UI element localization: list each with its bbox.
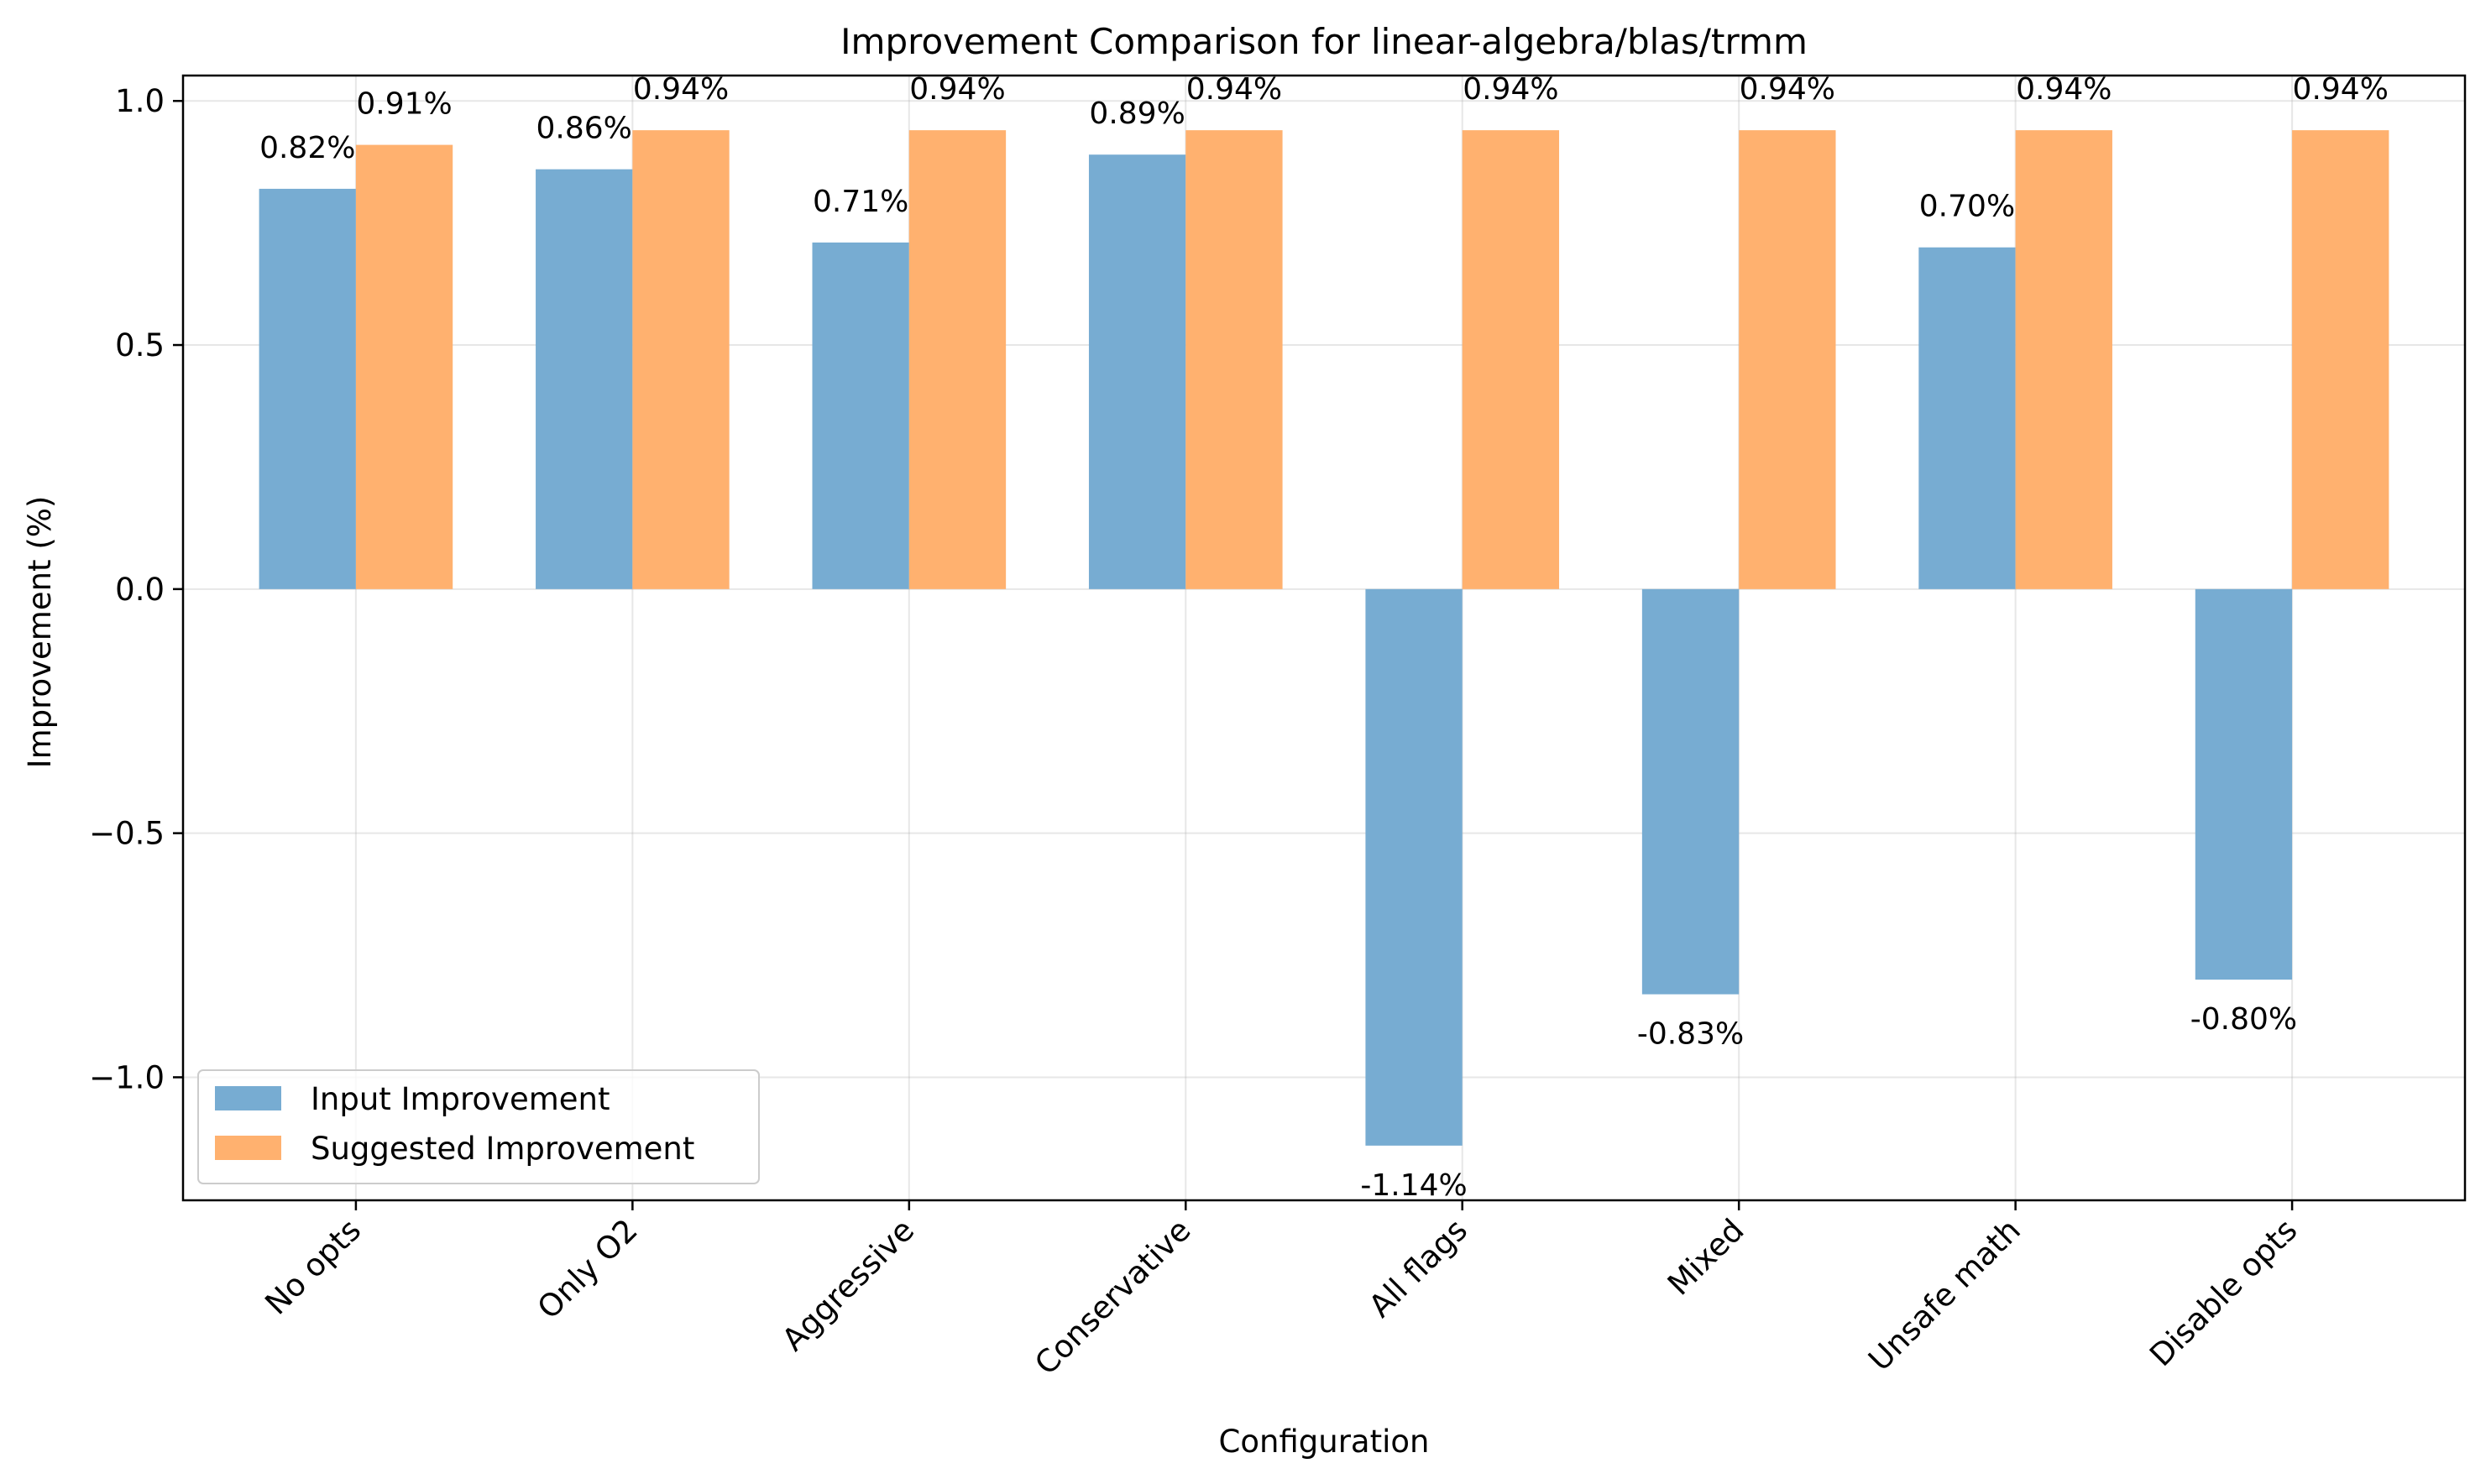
y-axis-title: Improvement (%) — [22, 496, 58, 769]
suggested-bar-label: 0.94% — [2016, 72, 2112, 107]
input-bar-label: 0.70% — [1919, 190, 2015, 224]
bar-value-labels: 0.82% 0.86% 0.71% 0.89% -1.14% -0.83% 0.70% -0.… — [259, 72, 2389, 1203]
input-bar-label: -0.80% — [2190, 1002, 2297, 1037]
suggested-bar — [1739, 130, 1836, 589]
y-tick-label: 0.0 — [115, 572, 165, 608]
y-tick-label: 1.0 — [115, 83, 165, 119]
legend: Input Improvement Suggested Improvement — [197, 1069, 760, 1184]
plot-frame — [181, 74, 2467, 1202]
input-bar — [812, 242, 909, 589]
input-bar — [1918, 247, 2016, 589]
suggested-bar — [1185, 130, 1283, 589]
suggested-bar-label: 0.94% — [909, 72, 1005, 107]
input-bar — [259, 188, 356, 589]
input-bar — [1088, 154, 1186, 589]
suggested-bar-label: 0.94% — [633, 72, 729, 107]
suggested-bar — [355, 144, 453, 589]
input-bar — [1365, 588, 1463, 1146]
input-bar — [2195, 588, 2293, 980]
input-bar-label: 0.82% — [259, 131, 355, 165]
chart-title: Improvement Comparison for linear-algebr… — [840, 21, 1808, 62]
input-bar — [1641, 588, 1740, 995]
input-bar-label: 0.89% — [1089, 97, 1185, 131]
suggested-bar — [908, 130, 1007, 589]
suggested-bar — [632, 130, 730, 589]
input-bar-label: -1.14% — [1360, 1168, 1467, 1203]
legend-swatch-suggested — [215, 1136, 281, 1160]
suggested-bar — [2292, 130, 2389, 589]
suggested-bar-label: 0.94% — [2293, 72, 2389, 107]
legend-label-suggested: Suggested Improvement — [311, 1131, 694, 1167]
legend-swatch-input — [215, 1086, 281, 1110]
y-tick-label: 0.5 — [115, 327, 165, 363]
suggested-bar — [2015, 130, 2112, 589]
suggested-bar-label: 0.94% — [1740, 72, 1835, 107]
bars — [259, 130, 2389, 1146]
input-bar-label: -0.83% — [1637, 1017, 1744, 1052]
y-tick-label: −1.0 — [89, 1059, 165, 1095]
suggested-bar-label: 0.91% — [356, 87, 452, 122]
legend-box — [197, 1069, 760, 1184]
suggested-bar-label: 0.94% — [1186, 72, 1282, 107]
suggested-bar — [1462, 130, 1560, 589]
input-bar-label: 0.86% — [536, 112, 632, 146]
input-bar — [536, 169, 633, 589]
suggested-bar-label: 0.94% — [1463, 72, 1558, 107]
input-bar-label: 0.71% — [813, 185, 908, 219]
x-axis-title: Configuration — [1219, 1424, 1430, 1460]
y-tick-label: −0.5 — [89, 816, 165, 852]
legend-label-input: Input Improvement — [311, 1081, 610, 1117]
